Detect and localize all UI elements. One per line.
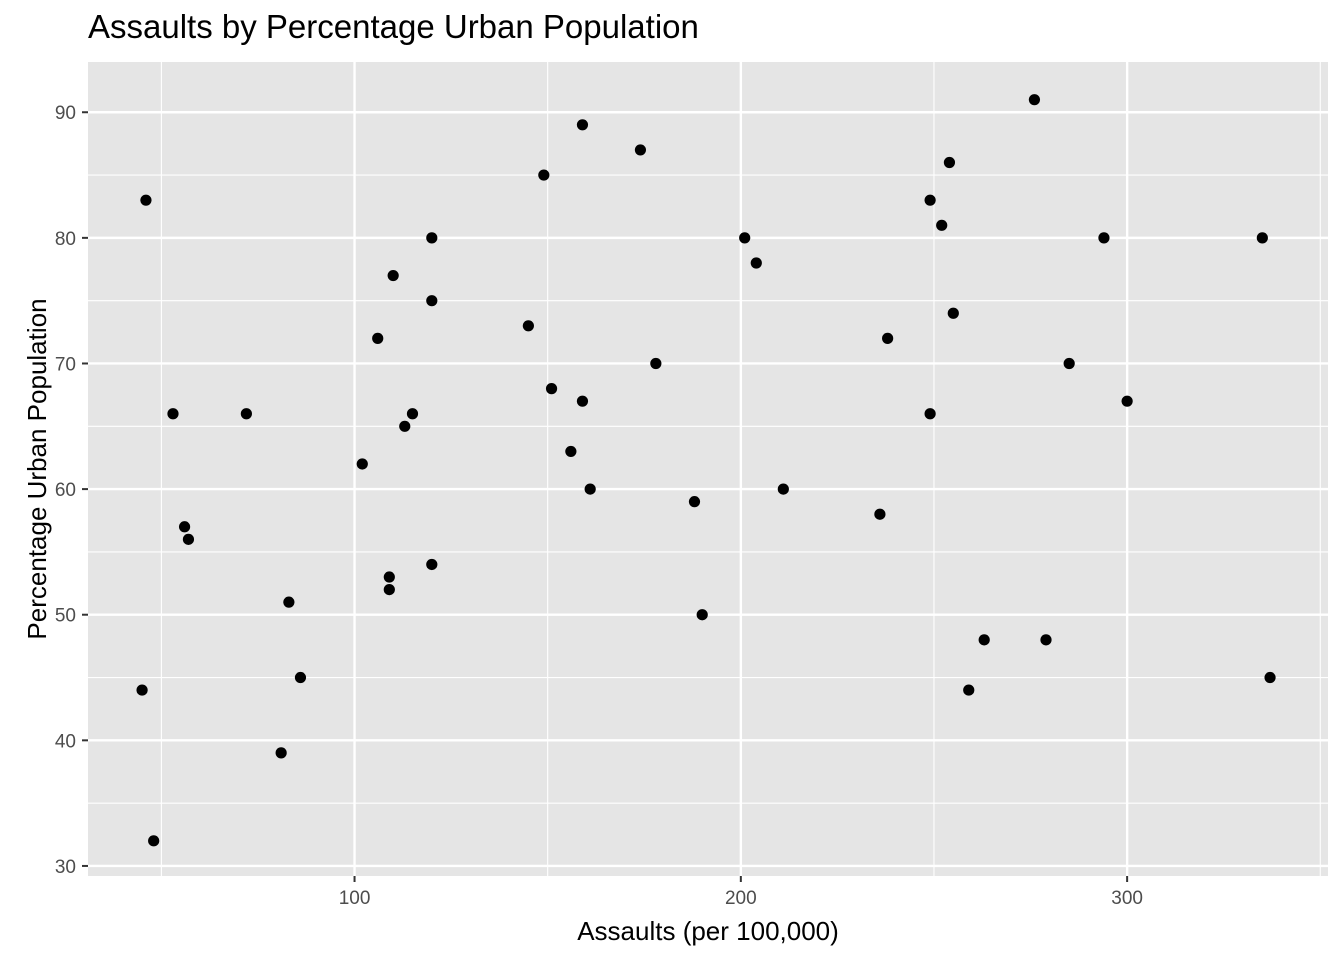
data-point [1256, 232, 1268, 244]
data-point [1098, 232, 1110, 244]
data-point [584, 483, 596, 495]
data-point [406, 408, 419, 420]
data-point [275, 747, 287, 759]
data-point [1040, 634, 1052, 646]
data-point [538, 169, 550, 181]
data-point [696, 609, 708, 621]
data-point [178, 521, 191, 533]
data-point [688, 496, 701, 508]
data-point [136, 684, 148, 696]
data-point [576, 395, 589, 407]
x-tick-label: 100 [339, 888, 371, 909]
data-point [148, 835, 160, 847]
data-point [963, 684, 975, 696]
data-point [924, 408, 936, 420]
data-point [750, 257, 762, 269]
data-point [739, 232, 751, 244]
data-point [399, 420, 411, 432]
chart-title: Assaults by Percentage Urban Population [88, 8, 699, 45]
data-point [522, 320, 534, 332]
y-tick-label: 50 [55, 606, 76, 627]
data-point [947, 307, 959, 319]
data-point [777, 483, 789, 495]
data-point [383, 571, 395, 583]
data-point [634, 144, 646, 156]
data-point [545, 383, 558, 395]
data-point [182, 533, 195, 545]
data-point [356, 458, 368, 470]
data-point [383, 583, 395, 596]
data-point [882, 332, 894, 344]
y-tick-label: 30 [55, 857, 76, 878]
plot-panel [88, 62, 1328, 876]
data-point [874, 508, 886, 520]
data-point [372, 332, 384, 344]
data-points [136, 94, 1276, 847]
y-axis: 30 40 50 60 70 80 90 [55, 103, 88, 878]
data-point [1264, 671, 1276, 684]
data-point [650, 357, 662, 370]
y-tick-label: 90 [55, 103, 76, 124]
data-point [943, 156, 956, 169]
x-tick-label: 200 [725, 888, 757, 909]
x-axis: 100 200 300 [339, 876, 1143, 909]
data-point [576, 119, 589, 131]
data-point [1028, 94, 1041, 106]
data-point [426, 295, 438, 307]
data-point [924, 194, 936, 206]
data-point [240, 408, 252, 420]
data-point [283, 596, 295, 608]
x-tick-label: 300 [1111, 888, 1143, 909]
data-point [978, 634, 990, 646]
x-axis-title: Assaults (per 100,000) [577, 916, 839, 946]
data-point [426, 558, 438, 571]
data-point [1121, 395, 1133, 407]
data-point [426, 232, 438, 244]
data-point [294, 671, 307, 684]
y-tick-label: 40 [55, 731, 76, 752]
data-point [565, 445, 577, 458]
y-tick-label: 60 [55, 480, 76, 501]
data-point [140, 194, 152, 206]
data-point [1063, 357, 1075, 370]
data-point [387, 269, 399, 282]
y-axis-title: Percentage Urban Population [22, 298, 52, 639]
y-tick-label: 70 [55, 354, 76, 375]
grid-major [88, 62, 1328, 876]
y-tick-label: 80 [55, 229, 76, 250]
data-point [936, 219, 948, 231]
data-point [167, 408, 179, 420]
